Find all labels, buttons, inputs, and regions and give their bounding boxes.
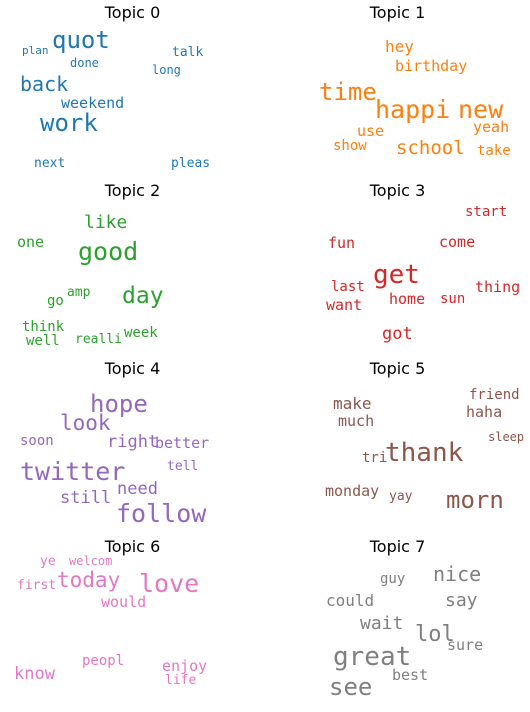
topic-2-word-amp: amp (67, 285, 91, 300)
topic-2-word-like: like (84, 212, 128, 233)
topic-1-word-school: school (396, 137, 465, 159)
topic-2-word-one: one (17, 233, 45, 251)
topic-3-word-home: home (389, 290, 426, 308)
topic-3-word-sun: sun (440, 291, 466, 307)
topic-4-title: Topic 4 (104, 359, 161, 378)
topic-7-word-see: see (329, 673, 373, 701)
topic-4-word-hope: hope (90, 390, 148, 418)
topic-6-word-welcom: welcom (69, 554, 113, 568)
topic-1-word-new: new (458, 95, 504, 124)
topic-3-word-last: last (331, 279, 365, 295)
topic-1-word-hey: hey (385, 37, 414, 56)
topic-4-word-better: better (155, 434, 210, 452)
topic-6-word-know: know (14, 664, 55, 684)
topic-7-word-could: could (326, 591, 375, 610)
topic-7-word-guy: guy (380, 571, 406, 587)
topic-4-word-still: still (60, 488, 112, 508)
topic-0-word-weekend: weekend (61, 94, 125, 112)
topic-7-word-nice: nice (433, 562, 482, 586)
topic-3-word-got: got (382, 324, 413, 344)
topic-4-word-look: look (60, 411, 111, 435)
topic-2-word-think: think (22, 319, 65, 335)
topic-5-word-tri: tri (362, 450, 388, 466)
topic-1-word-use: use (357, 122, 385, 140)
topic-6-word-love: love (139, 569, 200, 598)
topic-2-title: Topic 2 (104, 181, 161, 200)
topic-3-title: Topic 3 (369, 181, 426, 200)
topic-3-word-come: come (439, 233, 476, 251)
topic-5-word-thank: thank (385, 438, 464, 468)
topic-7-panel: Topic 7 great see nice lol guy could say wait sur… (265, 534, 530, 712)
topic-0-word-talk: talk (172, 45, 204, 60)
topic-5-word-monday: monday (325, 482, 380, 500)
topic-1-word-time: time (319, 78, 377, 106)
topic-1-panel: Topic 1 happi new time school hey birthday use y… (265, 0, 530, 178)
topic-5-word-sleep: sleep (488, 430, 525, 444)
topic-6-word-first: first (17, 578, 57, 593)
topic-3-word-start: start (465, 204, 508, 220)
topic-1-word-yeah: yeah (473, 118, 510, 136)
topic-4-word-follow: follow (116, 499, 207, 528)
topic-3-word-thing: thing (475, 278, 521, 296)
topic-7-word-sure: sure (447, 636, 484, 654)
topic-7-word-wait: wait (360, 613, 404, 634)
topic-2-word-day: day (122, 283, 164, 309)
topic-6-word-ye: ye (40, 554, 56, 569)
topic-7-title: Topic 7 (369, 537, 426, 556)
topic-6-title: Topic 6 (104, 537, 161, 556)
topic-6-word-today: today (57, 568, 121, 592)
topic-0-panel: Topic 0 quot work back weekend done plan talk lo… (0, 0, 265, 178)
topic-2-word-well: well (26, 333, 60, 349)
topic-1-word-happi: happi (375, 95, 451, 124)
topic-4-word-need: need (117, 479, 158, 499)
topic-4-word-twitter: twitter (20, 457, 126, 486)
topic-7-word-best: best (392, 666, 429, 684)
topic-0-word-long: long (152, 63, 181, 77)
topic-7-word-lol: lol (415, 622, 455, 647)
topic-0-word-work: work (40, 109, 98, 137)
topic-1-word-show: show (333, 138, 367, 154)
topic-5-word-haha: haha (466, 403, 503, 421)
topic-5-title: Topic 5 (369, 359, 426, 378)
topic-2-word-realli: realli (75, 332, 122, 347)
topic-3-word-fun: fun (328, 234, 356, 252)
topic-5-word-friend: friend (469, 387, 520, 403)
topic-3-word-get: get (373, 260, 420, 290)
topic-5-panel: Topic 5 thank morn make much friend haha sleep t… (265, 356, 530, 534)
topic-2-word-good: good (78, 237, 139, 266)
topic-2-word-go: go (47, 293, 64, 309)
topic-2-word-week: week (124, 325, 158, 341)
topic-3-panel: Topic 3 get fun come start last want home sun thi… (265, 178, 530, 356)
topic-5-word-much: much (338, 412, 375, 430)
topic-6-word-would: would (101, 593, 147, 611)
topic-7-word-great: great (333, 642, 412, 672)
topic-3-word-want: want (326, 296, 363, 314)
topic-0-word-quot: quot (52, 26, 110, 54)
topic-4-word-soon: soon (20, 433, 54, 449)
topic-6-word-peopl: peopl (82, 653, 125, 669)
topic-4-panel: Topic 4 twitter follow hope look right better s… (0, 356, 265, 534)
topic-0-word-back: back (20, 72, 69, 96)
topic-6-panel: Topic 6 love today ye welcom first would know pe… (0, 534, 265, 712)
topic-6-word-enjoy: enjoy (162, 657, 208, 675)
topic-5-word-make: make (333, 394, 372, 413)
topic-1-title: Topic 1 (369, 3, 426, 22)
topic-0-word-done: done (70, 56, 99, 70)
topic-4-word-tell: tell (167, 459, 199, 474)
topic-6-word-life: life (165, 673, 197, 688)
topic-1-word-birthday: birthday (395, 57, 468, 75)
topic-0-word-next: next (34, 156, 66, 171)
topic-5-word-morn: morn (446, 486, 504, 514)
topic-2-panel: Topic 2 good day like one go amp think well reall… (0, 178, 265, 356)
topic-0-word-plan: plan (22, 44, 49, 57)
topic-4-word-right: right (107, 432, 159, 452)
topic-0-title: Topic 0 (104, 3, 161, 22)
topic-5-word-yay: yay (389, 489, 413, 504)
topic-7-word-say: say (445, 590, 478, 611)
topic-0-word-pleas: pleas (171, 156, 211, 171)
topic-1-word-take: take (477, 143, 511, 159)
